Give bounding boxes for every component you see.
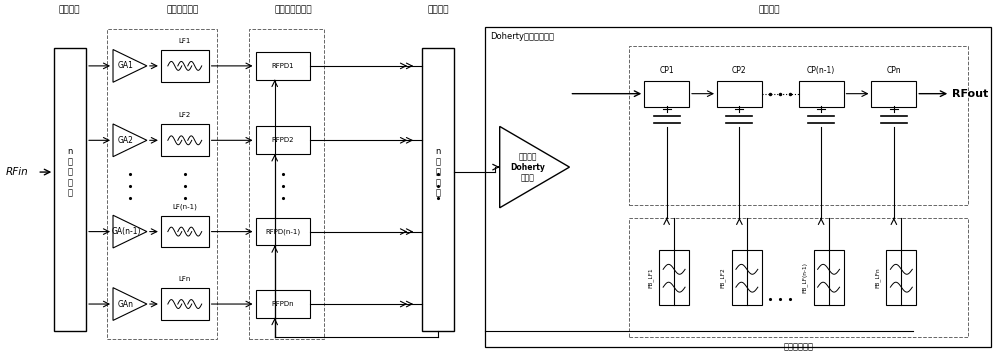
Text: RFPDn: RFPDn — [272, 301, 294, 307]
Bar — [256, 126, 310, 154]
Bar — [161, 125, 209, 156]
Text: CPn: CPn — [887, 66, 901, 75]
Bar — [644, 81, 689, 107]
Bar — [422, 48, 454, 331]
Bar — [161, 50, 209, 82]
Text: GAn: GAn — [118, 300, 134, 309]
Text: 射频预失真电路: 射频预失真电路 — [275, 5, 312, 14]
Bar — [54, 48, 86, 331]
Text: RFout: RFout — [952, 89, 988, 99]
Text: 多频宽带
Doherty
放大器: 多频宽带 Doherty 放大器 — [510, 152, 545, 182]
Text: RFPD2: RFPD2 — [272, 137, 294, 143]
Bar — [249, 29, 324, 339]
Text: Doherty功率放大电路: Doherty功率放大电路 — [490, 32, 554, 41]
Text: 功分电路: 功分电路 — [58, 5, 80, 14]
Text: RFin: RFin — [5, 167, 28, 177]
Text: CP2: CP2 — [732, 66, 747, 75]
Text: RFPD(n-1): RFPD(n-1) — [265, 228, 300, 235]
Bar — [732, 250, 762, 305]
Text: LFn: LFn — [179, 276, 191, 282]
Text: FB_LF2: FB_LF2 — [720, 267, 726, 288]
Bar — [717, 81, 762, 107]
Bar — [107, 29, 217, 339]
Text: CP1: CP1 — [659, 66, 674, 75]
Text: LF(n-1): LF(n-1) — [172, 203, 197, 210]
Text: FB_LF(n-1): FB_LF(n-1) — [802, 262, 808, 293]
Bar — [799, 81, 844, 107]
Bar — [485, 27, 991, 347]
Bar — [256, 218, 310, 246]
Bar — [629, 218, 968, 337]
Text: 放大选频电路: 放大选频电路 — [167, 5, 199, 14]
Bar — [161, 288, 209, 320]
Text: GA2: GA2 — [118, 136, 134, 145]
Text: GA(n-1): GA(n-1) — [111, 227, 141, 236]
Text: 反馈选频电路: 反馈选频电路 — [784, 343, 814, 352]
Text: 耦合电路: 耦合电路 — [758, 5, 780, 14]
Text: RFPD1: RFPD1 — [272, 63, 294, 69]
Text: CP(n-1): CP(n-1) — [807, 66, 835, 75]
Bar — [886, 250, 916, 305]
Bar — [871, 81, 916, 107]
Bar — [256, 52, 310, 80]
Text: LF2: LF2 — [179, 112, 191, 118]
Text: FB_LF1: FB_LF1 — [647, 267, 653, 288]
Text: n
路
合
路
器: n 路 合 路 器 — [435, 147, 441, 197]
Bar — [629, 46, 968, 205]
Text: LF1: LF1 — [179, 38, 191, 44]
Bar — [256, 290, 310, 318]
Bar — [659, 250, 689, 305]
Text: n
路
功
分
器: n 路 功 分 器 — [67, 147, 73, 197]
Text: 合路电路: 合路电路 — [427, 5, 449, 14]
Text: FB_LFn: FB_LFn — [875, 267, 880, 288]
Bar — [814, 250, 844, 305]
Text: GA1: GA1 — [118, 62, 134, 71]
Bar — [161, 216, 209, 247]
